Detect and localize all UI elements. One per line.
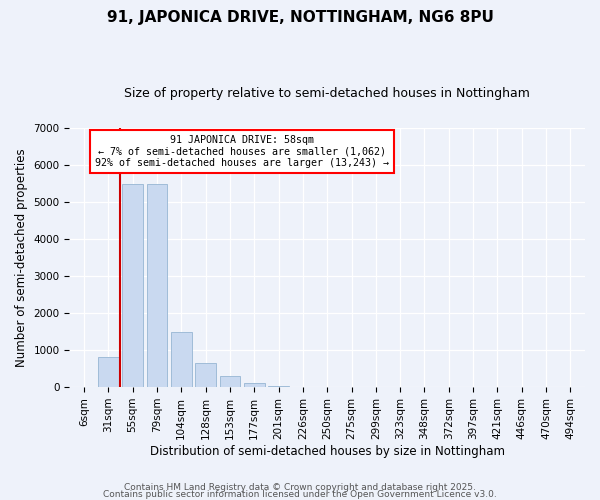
Bar: [146, 184, 167, 387]
Text: 91, JAPONICA DRIVE, NOTTINGHAM, NG6 8PU: 91, JAPONICA DRIVE, NOTTINGHAM, NG6 8PU: [107, 10, 493, 25]
Bar: [122, 184, 143, 387]
Bar: [195, 363, 216, 387]
Text: Contains public sector information licensed under the Open Government Licence v3: Contains public sector information licen…: [103, 490, 497, 499]
Bar: [268, 386, 289, 387]
Text: 91 JAPONICA DRIVE: 58sqm
← 7% of semi-detached houses are smaller (1,062)
92% of: 91 JAPONICA DRIVE: 58sqm ← 7% of semi-de…: [95, 134, 389, 168]
Y-axis label: Number of semi-detached properties: Number of semi-detached properties: [15, 148, 28, 367]
Bar: [220, 376, 240, 387]
Title: Size of property relative to semi-detached houses in Nottingham: Size of property relative to semi-detach…: [124, 88, 530, 101]
Bar: [171, 332, 191, 387]
Bar: [244, 382, 265, 387]
Text: Contains HM Land Registry data © Crown copyright and database right 2025.: Contains HM Land Registry data © Crown c…: [124, 484, 476, 492]
X-axis label: Distribution of semi-detached houses by size in Nottingham: Distribution of semi-detached houses by …: [150, 444, 505, 458]
Bar: [98, 358, 119, 387]
